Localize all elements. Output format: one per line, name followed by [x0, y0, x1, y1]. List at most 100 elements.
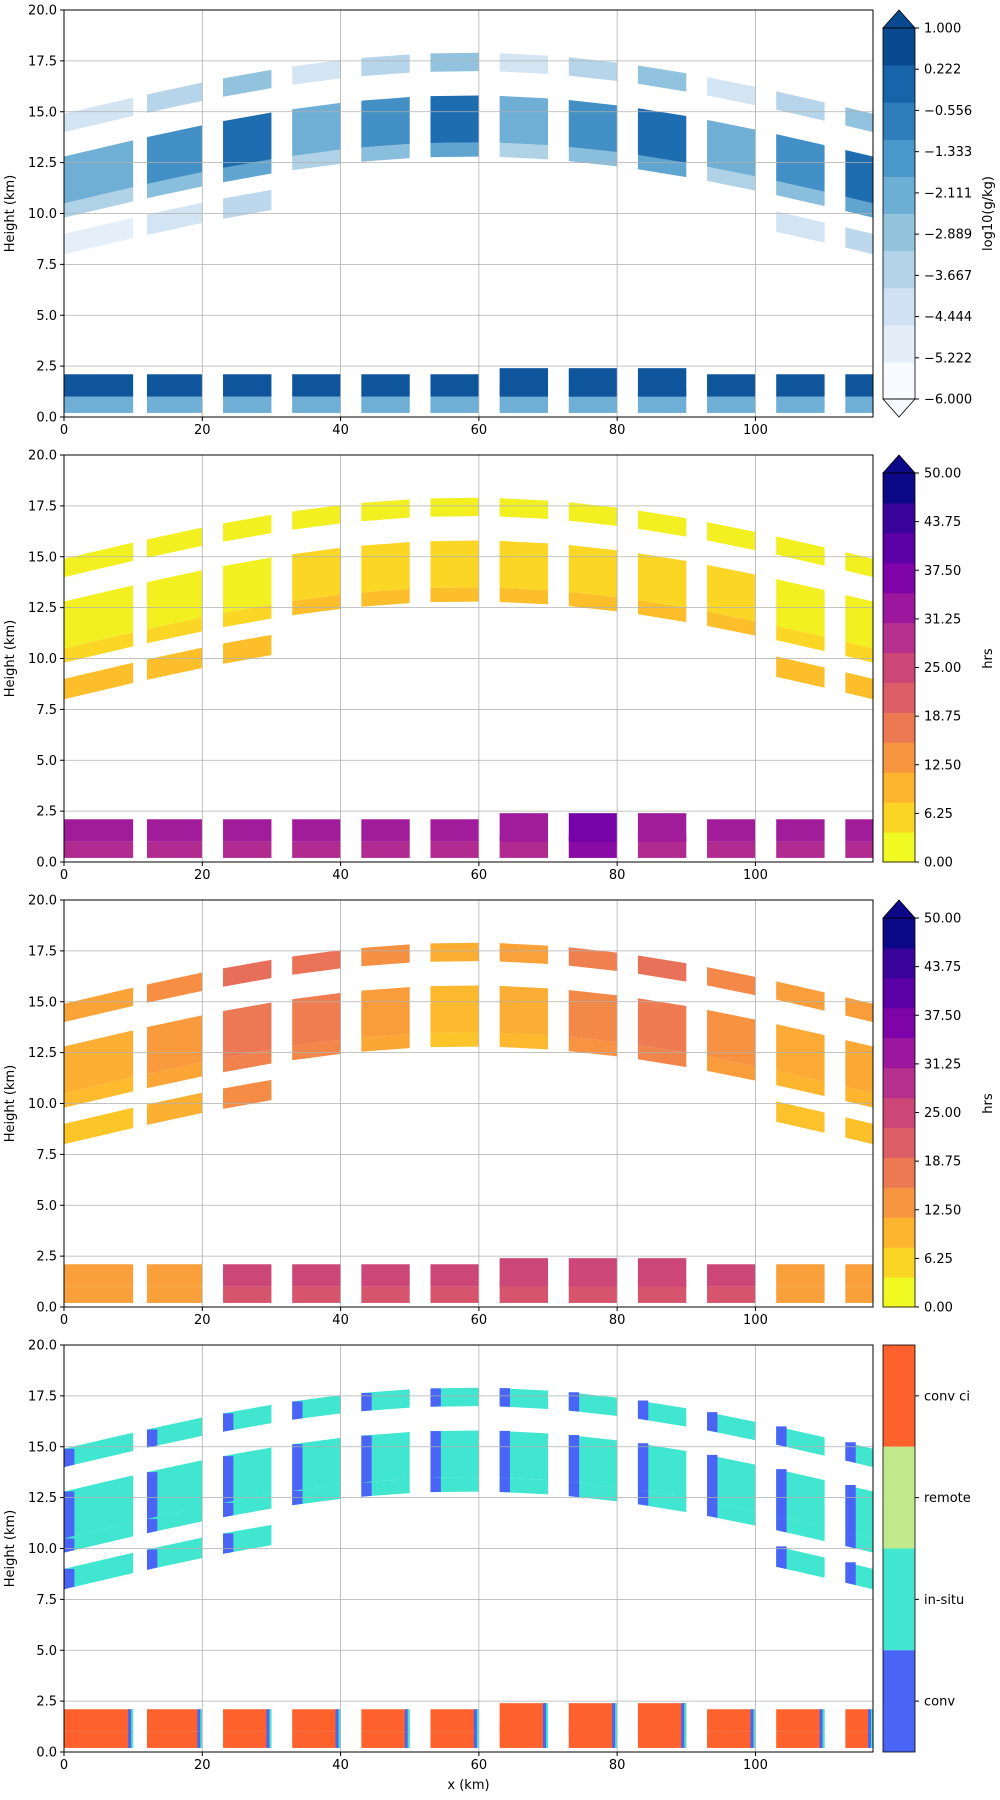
- conv-edge: [146, 1549, 158, 1570]
- contour-band: [292, 1709, 341, 1732]
- contour-band: [146, 819, 203, 842]
- colorbar-segment: [883, 1127, 915, 1158]
- contour-band: [637, 955, 687, 982]
- colorbar-segment: [883, 802, 915, 833]
- colorbar-segment: [883, 682, 915, 713]
- y-tick-label: 2.5: [36, 360, 57, 375]
- contour-band: [637, 510, 687, 537]
- y-tick-label: 12.5: [28, 1491, 57, 1506]
- colorbar-tick-label: 25.00: [924, 661, 961, 676]
- insitu-edge: [615, 1703, 618, 1732]
- conv-edge: [473, 1731, 477, 1748]
- colorbar-segment: [883, 1345, 915, 1447]
- contour-band: [499, 985, 549, 1036]
- insitu-edge: [476, 1709, 479, 1732]
- colorbar-tick-label: 43.75: [924, 960, 961, 975]
- contour-band: [845, 1086, 873, 1108]
- contour-band: [361, 944, 410, 967]
- colorbar-segment: [883, 1548, 915, 1651]
- contour-band: [146, 1062, 203, 1089]
- contour-band: [146, 1460, 203, 1519]
- conv-edge: [266, 1709, 270, 1732]
- contour-band: [776, 625, 825, 652]
- contour-band: [499, 1430, 549, 1481]
- contour-band: [430, 1430, 479, 1478]
- insitu-edge: [407, 1709, 410, 1732]
- contour-band: [637, 813, 687, 842]
- conv-edge: [223, 1502, 234, 1518]
- conv-edge: [292, 1401, 303, 1420]
- contour-band: [223, 557, 272, 613]
- conv-edge: [146, 1429, 158, 1448]
- contour-band: [64, 1709, 134, 1732]
- y-tick-label: 10.0: [28, 652, 57, 667]
- contour-band: [64, 585, 134, 649]
- contour-band: [223, 1494, 272, 1518]
- conv-edge: [543, 1703, 547, 1732]
- contour-band: [430, 1286, 479, 1303]
- y-tick-label: 2.5: [36, 805, 57, 820]
- conv-edge: [64, 1448, 75, 1468]
- insitu-edge: [822, 1709, 825, 1732]
- colorbar-segment: [883, 832, 915, 863]
- x-ticks: 0 20 40 60 80 100: [60, 1307, 768, 1328]
- colorbar-tick-label: 37.50: [924, 1009, 961, 1024]
- conv-edge: [845, 1531, 856, 1549]
- x-tick-label: 60: [471, 1313, 488, 1328]
- insitu-edge: [338, 1709, 341, 1732]
- contour-band: [845, 997, 873, 1023]
- conv-edge: [568, 1392, 580, 1412]
- insitu-edge: [546, 1703, 549, 1732]
- contour-band: [776, 91, 825, 121]
- contour-band: [568, 990, 618, 1043]
- contour-band: [292, 60, 341, 85]
- contour-band: [568, 100, 618, 153]
- contour-band: [499, 498, 549, 519]
- contour-band: [568, 1392, 618, 1416]
- contour-band: [361, 54, 410, 77]
- contour-band: [707, 1286, 756, 1303]
- conv-edge: [868, 1731, 871, 1748]
- contour-band: [845, 1264, 873, 1287]
- contour-fills: [64, 52, 873, 413]
- y-tick-label: 12.5: [28, 1046, 57, 1061]
- contour-band: [361, 1286, 410, 1303]
- colorbar-segment: [883, 28, 915, 66]
- contour-band: [64, 841, 134, 858]
- conv-edge: [146, 1472, 158, 1519]
- x-tick-label: 0: [60, 423, 68, 438]
- contour-band: [146, 374, 203, 397]
- colorbar-segment: [883, 361, 915, 400]
- conv-edge: [128, 1731, 132, 1748]
- contour-band: [64, 1030, 134, 1094]
- contour-band: [637, 1400, 687, 1427]
- colorbar-tick-label: 12.50: [924, 758, 961, 773]
- contour-band: [223, 1404, 272, 1432]
- conv-edge: [430, 1431, 441, 1478]
- contour-band: [776, 536, 825, 566]
- insitu-edge: [407, 1731, 410, 1748]
- conv-edge: [473, 1709, 477, 1732]
- contour-band: [146, 1507, 203, 1534]
- contour-band: [223, 1264, 272, 1287]
- conv-edge: [612, 1703, 616, 1732]
- contour-band: [845, 594, 873, 649]
- colorbar-tick-label: −1.333: [924, 145, 972, 160]
- contour-band: [292, 841, 341, 858]
- y-tick-label: 20.0: [28, 894, 57, 909]
- contour-band: [637, 1045, 687, 1068]
- panel-1: 0 20 40 60 80 100 0.0 2.5 5.0 7.5 10.0 12.5 15.0 17.5…: [3, 4, 996, 439]
- contour-band: [499, 1032, 549, 1050]
- contour-band: [499, 53, 549, 74]
- contour-band: [361, 499, 410, 522]
- contour-band: [146, 617, 203, 644]
- contour-band: [64, 140, 134, 204]
- contour-band: [146, 841, 203, 858]
- y-tick-label: 2.5: [36, 1250, 57, 1265]
- contour-band: [292, 1264, 341, 1287]
- conv-edge: [499, 1430, 510, 1479]
- x-ticks: 0 20 40 60 80 100: [60, 417, 768, 438]
- contour-band: [223, 1447, 272, 1503]
- colorbar-label: log10(g/kg): [981, 176, 996, 251]
